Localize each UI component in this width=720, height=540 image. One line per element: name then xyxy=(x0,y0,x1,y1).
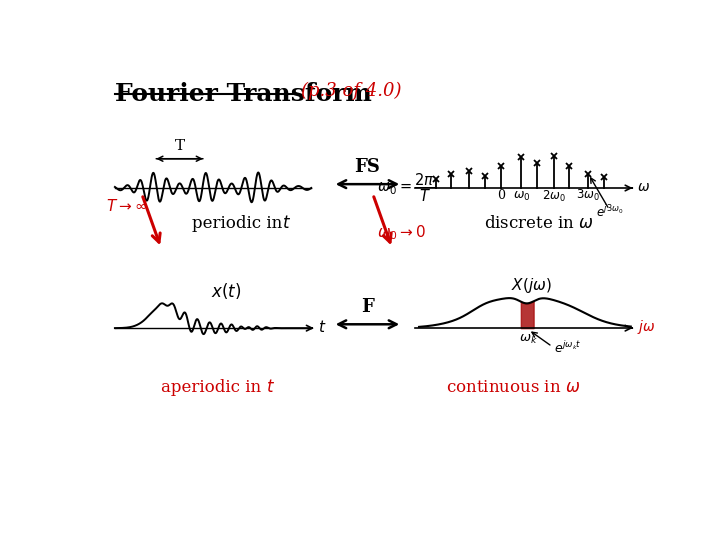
Text: 0: 0 xyxy=(498,189,505,202)
Text: $t$: $t$ xyxy=(266,379,275,396)
Text: $\omega_0 = \dfrac{2\pi}{T}$: $\omega_0 = \dfrac{2\pi}{T}$ xyxy=(377,171,434,204)
Text: (p.3 of 4.0): (p.3 of 4.0) xyxy=(301,82,402,100)
Text: continuous in $\omega$: continuous in $\omega$ xyxy=(446,379,580,396)
Text: $t$: $t$ xyxy=(282,215,291,232)
Text: $e^{j3\omega_0}$: $e^{j3\omega_0}$ xyxy=(595,204,623,220)
Text: $\omega_k$: $\omega_k$ xyxy=(519,333,538,346)
Text: discrete in $\omega$: discrete in $\omega$ xyxy=(485,215,595,232)
Text: $t$: $t$ xyxy=(318,319,327,335)
Text: FS: FS xyxy=(354,158,380,176)
Text: F: F xyxy=(361,298,374,316)
Text: $\omega$: $\omega$ xyxy=(637,180,650,194)
Text: periodic in: periodic in xyxy=(192,215,287,232)
Text: $j\omega$: $j\omega$ xyxy=(637,318,655,336)
Text: Fourier Transform: Fourier Transform xyxy=(115,82,372,106)
Text: T: T xyxy=(174,139,184,153)
Text: $3\omega_0$: $3\omega_0$ xyxy=(577,188,600,203)
Text: $x(t)$: $x(t)$ xyxy=(211,281,241,301)
Text: $\omega_0 \rightarrow 0$: $\omega_0 \rightarrow 0$ xyxy=(377,223,426,242)
Text: $2\omega_0$: $2\omega_0$ xyxy=(542,190,566,205)
Text: $\omega_0$: $\omega_0$ xyxy=(513,190,530,203)
Text: $e^{j\omega_k t}$: $e^{j\omega_k t}$ xyxy=(554,340,581,356)
Text: $X(j\omega)$: $X(j\omega)$ xyxy=(511,275,552,295)
Text: aperiodic in: aperiodic in xyxy=(161,379,266,396)
Text: $T\rightarrow \infty$: $T\rightarrow \infty$ xyxy=(106,198,147,214)
